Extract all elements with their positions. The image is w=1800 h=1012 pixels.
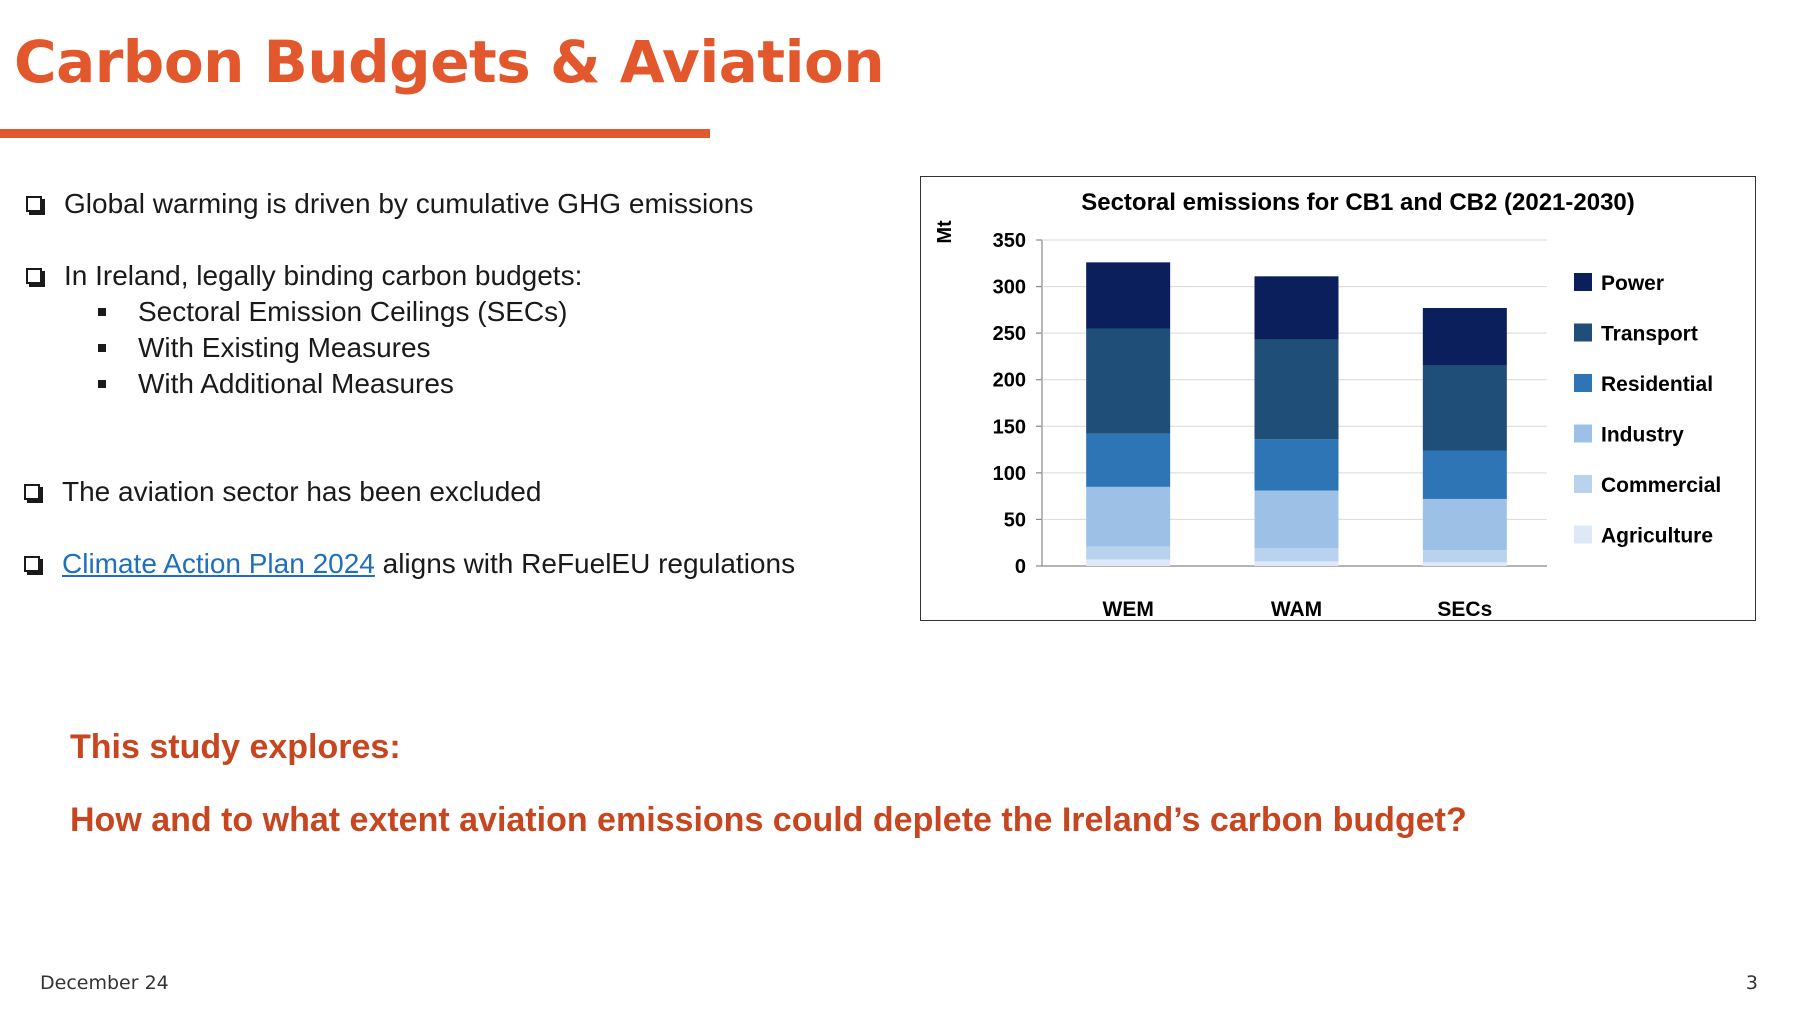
checkbox-bullet-icon — [26, 196, 42, 212]
chart-canvas: Sectoral emissions for CB1 and CB2 (2021… — [934, 189, 1721, 621]
bullet-climate-action-plan: Climate Action Plan 2024 aligns with ReF… — [24, 548, 795, 580]
study-question: How and to what extent aviation emission… — [70, 801, 1467, 839]
legend-swatch — [1574, 424, 1592, 443]
bar-segment-residential-wem — [1086, 433, 1171, 487]
x-tick-labels: WEM WAM SECs — [1103, 598, 1493, 621]
bar-segment-commercial-wam — [1254, 548, 1339, 562]
title-underline — [0, 129, 710, 138]
bar-segment-commercial-secs — [1422, 550, 1507, 563]
bar-segment-power-secs — [1422, 307, 1507, 366]
square-bullet-icon — [98, 308, 106, 316]
y-tick-label: 50 — [1004, 509, 1026, 531]
y-tick-label: 0 — [1015, 556, 1026, 578]
y-tick-label: 300 — [993, 277, 1026, 299]
bar-segment-industry-wem — [1086, 486, 1171, 547]
y-tick-label: 200 — [993, 370, 1026, 392]
bullet-text: Global warming is driven by cumulative G… — [64, 188, 754, 219]
bar-segment-power-wam — [1254, 276, 1339, 340]
y-tick-label: 100 — [993, 463, 1026, 485]
bar-segment-agriculture-secs — [1422, 562, 1507, 566]
footer-date: December 24 — [40, 972, 169, 994]
bullet-global-warming: Global warming is driven by cumulative G… — [26, 188, 753, 220]
square-bullet-icon — [98, 344, 106, 352]
bar-segment-industry-secs — [1422, 498, 1507, 551]
sub-bullet-wem: With Existing Measures — [98, 332, 431, 364]
sub-bullet-wam: With Additional Measures — [98, 368, 454, 400]
slide-title: Carbon Budgets & Aviation — [14, 28, 885, 96]
x-tick-label: SECs — [1437, 598, 1492, 621]
chart-title: Sectoral emissions for CB1 and CB2 (2021… — [1081, 189, 1635, 216]
bar-segment-transport-secs — [1422, 365, 1507, 451]
sub-bullet-text: With Additional Measures — [138, 368, 454, 399]
legend-swatch — [1574, 525, 1592, 544]
x-tick-label: WEM — [1103, 598, 1154, 621]
legend-swatch — [1574, 374, 1592, 392]
y-tick-label: 250 — [993, 323, 1026, 345]
chart-legend: Power Transport Residential Industry Commerc… — [1574, 272, 1721, 548]
checkbox-bullet-icon — [24, 484, 40, 500]
bullet-carbon-budgets: In Ireland, legally binding carbon budge… — [26, 260, 582, 292]
y-tick-label: 350 — [993, 230, 1026, 252]
checkbox-bullet-icon — [26, 268, 42, 284]
climate-action-plan-link[interactable]: Climate Action Plan 2024 — [62, 548, 375, 579]
bar-segment-commercial-wem — [1086, 546, 1171, 560]
legend-swatch — [1574, 323, 1592, 342]
bullet-text: The aviation sector has been excluded — [62, 476, 542, 507]
study-heading: This study explores: — [70, 728, 401, 766]
bar-segment-power-wem — [1086, 262, 1171, 329]
legend-label-commercial: Commercial — [1601, 474, 1721, 497]
legend-label-industry: Industry — [1601, 424, 1684, 447]
sub-bullet-secs: Sectoral Emission Ceilings (SECs) — [98, 296, 567, 328]
bar-segment-agriculture-wam — [1254, 561, 1339, 566]
bar-segment-transport-wam — [1254, 339, 1339, 440]
y-tick-label: 150 — [993, 416, 1026, 438]
bullet-text: In Ireland, legally binding carbon budge… — [64, 260, 583, 291]
bar-segment-agriculture-wem — [1086, 559, 1171, 566]
bar-segment-transport-wem — [1086, 328, 1171, 434]
bullet-aviation-excluded: The aviation sector has been excluded — [24, 476, 541, 508]
emissions-chart: Sectoral emissions for CB1 and CB2 (2021… — [920, 176, 1756, 621]
y-tick-labels: 0 50 100 150 200 250 300 350 — [993, 230, 1026, 578]
legend-label-residential: Residential — [1601, 373, 1713, 396]
square-bullet-icon — [98, 380, 106, 388]
legend-label-power: Power — [1601, 272, 1664, 295]
sub-bullet-text: With Existing Measures — [138, 332, 431, 363]
legend-label-transport: Transport — [1601, 323, 1698, 346]
legend-swatch — [1574, 475, 1592, 493]
checkbox-bullet-icon — [24, 556, 40, 572]
sub-bullet-text: Sectoral Emission Ceilings (SECs) — [138, 296, 568, 327]
y-axis-label: Mt — [934, 220, 956, 244]
bar-stacks — [1086, 262, 1507, 566]
x-tick-label: WAM — [1271, 598, 1322, 621]
page-number: 3 — [1745, 972, 1758, 994]
bullet-text: aligns with ReFuelEU regulations — [374, 548, 796, 579]
legend-swatch — [1574, 273, 1592, 291]
bar-segment-residential-wam — [1254, 439, 1339, 491]
bar-segment-industry-wam — [1254, 490, 1339, 549]
bar-segment-residential-secs — [1422, 450, 1507, 499]
legend-label-agriculture: Agriculture — [1601, 525, 1713, 548]
